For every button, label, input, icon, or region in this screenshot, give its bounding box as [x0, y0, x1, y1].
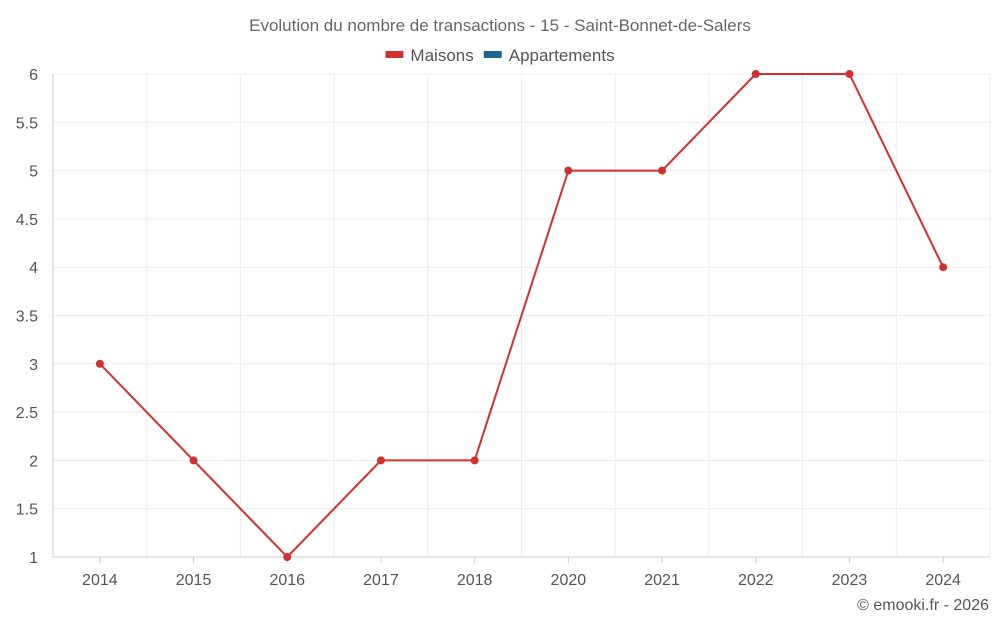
- y-tick-label: 3: [29, 357, 38, 374]
- data-point[interactable]: [283, 553, 292, 561]
- data-point[interactable]: [751, 70, 760, 78]
- y-tick-label: 6: [29, 67, 38, 84]
- y-tick-label: 5: [29, 164, 38, 181]
- y-tick-label: 2.5: [16, 405, 38, 422]
- legend-swatch: [483, 51, 502, 58]
- y-tick-label: 1: [29, 550, 38, 567]
- data-point[interactable]: [95, 359, 104, 368]
- y-tick-label: 4.5: [16, 212, 38, 229]
- y-tick-label: 3.5: [16, 309, 38, 326]
- legend-item-maisons[interactable]: Maisons: [385, 46, 474, 65]
- y-tick-label: 2: [29, 453, 38, 470]
- legend-label: Appartements: [509, 46, 615, 65]
- data-point[interactable]: [470, 456, 479, 465]
- y-tick-label: 5.5: [16, 115, 38, 132]
- chart-axes: 1 1.5 2 2.5 3 3.5 4 4.5 5 5.5 6 2014 2015 2016 2017 201…: [16, 67, 990, 589]
- data-point[interactable]: [939, 263, 948, 272]
- data-point[interactable]: [376, 456, 385, 465]
- y-tick-label: 4: [29, 260, 38, 277]
- chart-title: Evolution du nombre de transactions - 15…: [249, 16, 751, 35]
- x-tick-label: 2022: [738, 572, 774, 589]
- data-point[interactable]: [189, 456, 198, 465]
- x-tick-label: 2018: [457, 572, 493, 589]
- chart-series: [95, 70, 948, 561]
- series-line-maisons: [99, 73, 945, 559]
- legend-swatch: [385, 51, 404, 58]
- data-point[interactable]: [845, 70, 854, 78]
- x-tick-label: 2017: [363, 572, 399, 589]
- x-tick-label: 2016: [269, 572, 305, 589]
- x-tick-label: 2014: [82, 572, 118, 589]
- data-point[interactable]: [564, 166, 573, 175]
- chart-legend: Maisons Appartements: [385, 46, 615, 65]
- x-tick-label: 2020: [551, 572, 587, 589]
- x-tick-label: 2021: [644, 572, 680, 589]
- y-tick-label: 1.5: [16, 502, 38, 519]
- x-tick-label: 2023: [832, 572, 868, 589]
- data-point[interactable]: [658, 166, 667, 175]
- legend-label: Maisons: [410, 46, 473, 65]
- chart-credit: © emooki.fr - 2026: [857, 597, 989, 614]
- legend-item-appartements[interactable]: Appartements: [483, 46, 615, 65]
- x-tick-label: 2024: [925, 572, 961, 589]
- x-tick-label: 2015: [176, 572, 212, 589]
